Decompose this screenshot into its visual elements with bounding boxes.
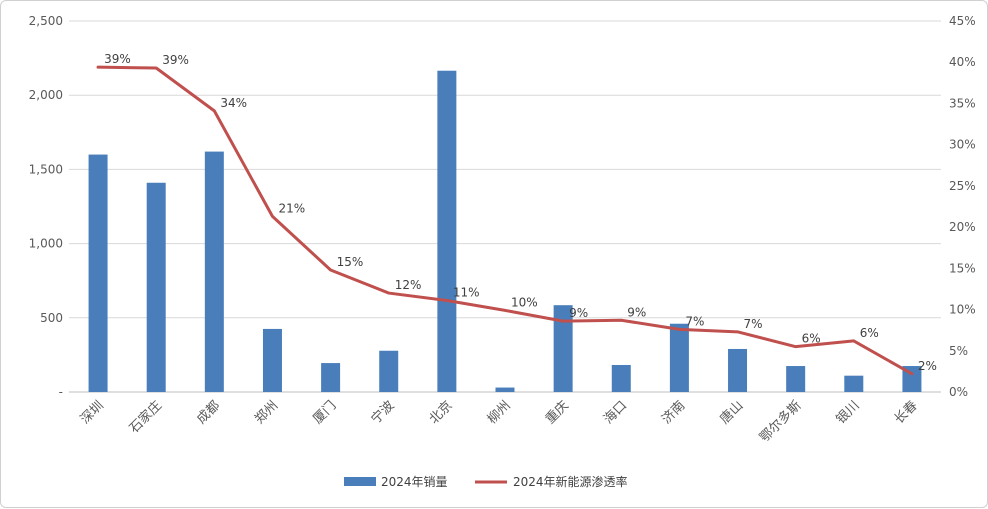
left-axis-tick: 500 [40,311,63,325]
left-axis-tick: 1,500 [29,162,63,176]
right-axis-tick: 30% [949,138,976,152]
data-label: 39% [162,53,189,67]
data-label: 6% [860,326,879,340]
right-axis-tick: 10% [949,303,976,317]
line-point [388,292,390,294]
left-axis-tick: 1,000 [29,237,63,251]
data-label: 12% [395,278,422,292]
left-axis-tick: - [59,385,63,399]
line-point [330,269,332,271]
left-axis-tick: 2,500 [29,14,63,28]
category-label: 唐山 [717,398,747,428]
right-axis-ticks: 0% 5% 10% 15% 20% 25% 30% 35% 40% 45% [949,14,976,399]
data-label: 6% [802,332,821,346]
right-axis-tick: 20% [949,220,976,234]
right-axis-tick: 0% [949,385,968,399]
line-point [271,215,273,217]
right-axis-tick: 5% [949,344,968,358]
data-label: 7% [744,317,763,331]
left-axis-ticks: - 500 1,000 1,500 2,000 2,500 [29,14,63,399]
category-label: 鄂尔多斯 [756,398,804,446]
line-point [446,299,448,301]
category-label: 深圳 [78,398,107,427]
line-point [97,66,99,68]
line-point [911,373,913,375]
right-axis-tick: 45% [949,14,976,28]
data-label: 11% [453,285,480,299]
bar [495,387,515,392]
line-point [504,309,506,311]
bar [262,328,282,392]
bar [88,154,108,392]
data-label: 15% [337,255,364,269]
data-label: 9% [627,305,646,319]
line-point [678,328,680,330]
bar [379,350,399,392]
data-label: 34% [220,96,247,110]
category-label: 厦门 [310,398,339,427]
legend-swatch-bar [344,477,376,486]
bar [437,70,457,393]
category-label: 长春 [892,398,921,427]
bar [553,305,573,392]
category-label: 银川 [834,398,863,427]
left-axis-tick: 2,000 [29,88,63,102]
category-label: 宁波 [368,398,398,428]
data-label: 7% [685,314,704,328]
line-point [155,67,157,69]
right-axis-tick: 25% [949,179,976,193]
category-label: 重庆 [542,398,572,428]
category-label: 成都 [194,398,223,427]
legend: 2024年销量 2024年新能源渗透率 [344,474,628,489]
category-label: 石家庄 [126,398,165,437]
right-axis-tick: 15% [949,261,976,275]
bar [321,363,341,392]
data-label: 21% [278,201,305,215]
category-label: 北京 [427,398,456,427]
legend-label-line: 2024年新能源渗透率 [513,474,628,489]
bar [611,364,631,392]
bar [204,151,224,392]
line-point [795,346,797,348]
data-label: 10% [511,295,538,309]
category-labels: 深圳 石家庄 成都 郑州 厦门 宁波 北京 柳州 重庆 海口 济南 唐山 鄂尔多斯 银川 长春 [78,398,921,446]
category-label: 郑州 [252,398,281,427]
line-series [96,65,914,376]
data-labels: 39% 39% 34% 21% 15% 12% 11% 10% 9% 9% 7% 7% 6% 6% 2% [104,52,937,373]
bar [146,182,166,392]
data-label: 2% [918,359,937,373]
category-label: 海口 [601,398,630,427]
line-point [562,320,564,322]
right-axis-tick: 35% [949,96,976,110]
category-label: 柳州 [485,398,514,427]
right-axis-tick: 40% [949,55,976,69]
bar [669,323,689,392]
line-point [737,331,739,333]
bar [728,348,748,392]
line-point [213,110,215,112]
legend-label-bar: 2024年销量 [381,475,448,489]
bar [844,375,864,392]
data-label: 39% [104,52,131,66]
data-label: 9% [569,306,588,320]
line-point [853,340,855,342]
bar-series [88,70,922,393]
line-point [620,319,622,321]
category-label: 济南 [659,398,689,428]
bar [786,366,806,392]
